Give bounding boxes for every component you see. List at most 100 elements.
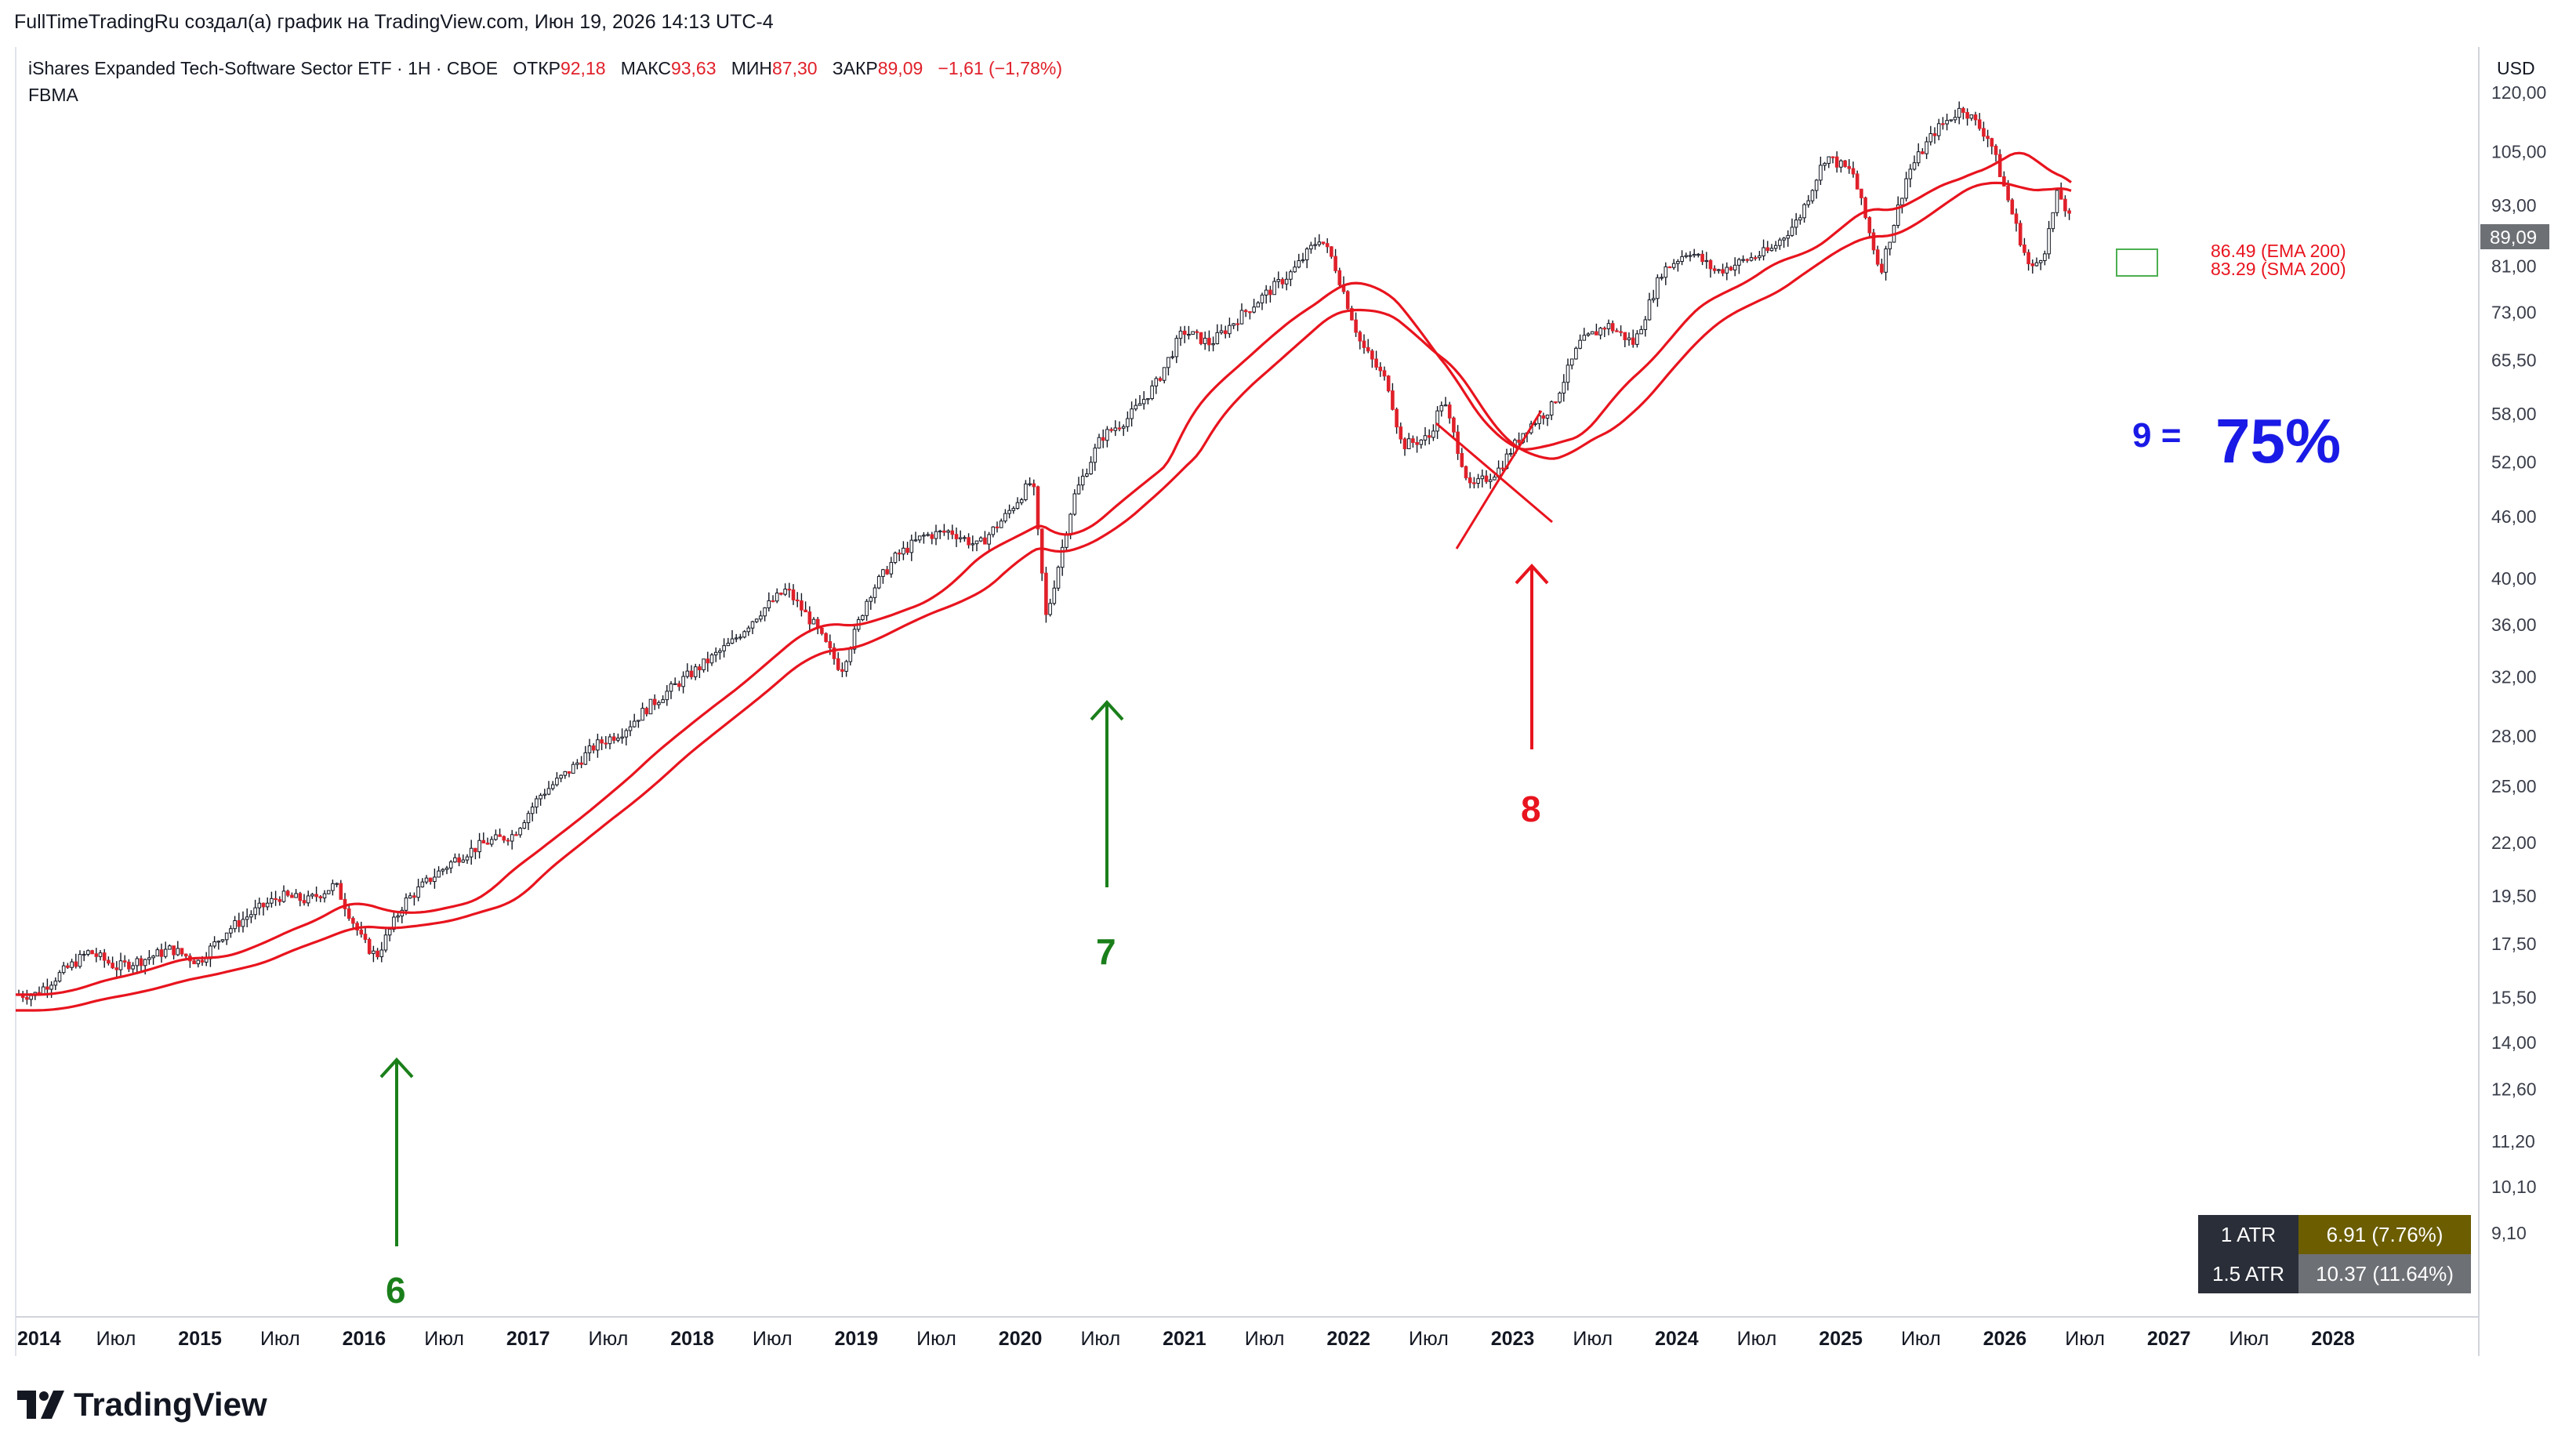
- indicator-name[interactable]: FBMA: [28, 85, 78, 105]
- last-price-tag-bg: [2480, 224, 2549, 249]
- candle-body: [1749, 257, 1754, 261]
- label-9: 9 =: [2132, 416, 2181, 455]
- candle-body: [1569, 358, 1574, 366]
- cross-line-up[interactable]: [1455, 410, 1543, 549]
- candle-body: [253, 907, 257, 916]
- candle-body: [335, 883, 339, 885]
- candle-body: [1435, 410, 1439, 432]
- candle-body: [535, 798, 539, 808]
- ema-200-line[interactable]: [16, 151, 2072, 996]
- candle-body: [1036, 486, 1040, 530]
- candle-body: [448, 861, 453, 869]
- candle-body: [632, 720, 637, 727]
- candle-body: [1721, 269, 1725, 274]
- candle-body: [1309, 245, 1313, 250]
- candle-body: [1814, 180, 1819, 191]
- price-tick-label: 28,00: [2491, 726, 2537, 746]
- candle-body: [1256, 302, 1261, 308]
- sma-200-line[interactable]: [16, 181, 2072, 1012]
- candle-body: [1680, 256, 1684, 263]
- candle-body: [2055, 190, 2059, 213]
- currency-label[interactable]: USD: [2497, 58, 2535, 78]
- candle-body: [779, 593, 783, 595]
- candle-body: [224, 932, 229, 941]
- candle-body: [1631, 337, 1635, 345]
- candle-body: [1790, 227, 1794, 236]
- candle-body: [702, 658, 706, 671]
- candle-body: [168, 945, 172, 950]
- candle-body: [1953, 117, 1957, 121]
- candle-body: [1044, 572, 1048, 615]
- candle-body: [457, 857, 461, 863]
- candle-body: [1925, 141, 1928, 154]
- cross-line-down[interactable]: [1435, 422, 1553, 524]
- candle-body: [559, 774, 563, 779]
- time-tick-label: 2016: [343, 1328, 386, 1350]
- candle-body: [579, 762, 583, 765]
- candle-body: [41, 986, 45, 995]
- candle-body: [1076, 484, 1081, 495]
- candle-body: [1402, 438, 1407, 450]
- arrow-6[interactable]: [379, 1057, 414, 1246]
- arrow-7[interactable]: [1090, 700, 1124, 887]
- candle-body: [1827, 156, 1831, 164]
- candle-body: [1330, 246, 1333, 257]
- candle-body: [1443, 404, 1448, 407]
- price-tick-label: 36,00: [2491, 615, 2537, 635]
- tradingview-logo[interactable]: TradingView: [17, 1386, 267, 1423]
- candle-body: [1880, 263, 1884, 273]
- arrow-8[interactable]: [1515, 564, 1549, 749]
- candle-body: [1223, 330, 1228, 335]
- time-axis[interactable]: 2014 Июл 2015 Июл 2016 Июл 2017 Июл 2018 Июл 2019 И…: [17, 1328, 2355, 1350]
- price-tick-label: 46,00: [2491, 506, 2537, 527]
- candle-body: [1297, 260, 1301, 268]
- candle-body: [408, 895, 412, 899]
- candle-body: [783, 589, 787, 595]
- high-value: 93,63: [670, 58, 717, 78]
- candle-body: [339, 883, 343, 900]
- candle-body: [1232, 323, 1235, 326]
- candle-body: [444, 867, 449, 870]
- candle-body: [461, 859, 466, 863]
- candle-body: [1753, 257, 1758, 259]
- candle-body: [722, 645, 726, 651]
- candle-body: [1032, 483, 1036, 488]
- candle-body: [1990, 138, 1994, 147]
- candle-body: [869, 597, 873, 602]
- candle-body: [1130, 408, 1134, 419]
- candle-body: [571, 763, 575, 774]
- price-axis[interactable]: 120,00 105,00 93,00 81,00 73,00 65,50 58,00 52,…: [2491, 82, 2546, 1243]
- candle-body: [1362, 340, 1366, 348]
- low-value: 87,30: [772, 58, 818, 78]
- candle-body: [285, 890, 290, 896]
- candle-body: [1782, 238, 1786, 241]
- atr-row-2: 1.5 ATR 10.37 (11.64%): [2198, 1254, 2471, 1293]
- candle-body: [1904, 178, 1908, 199]
- candle-body: [1623, 332, 1627, 340]
- candle-body: [661, 699, 665, 703]
- candle-body: [1610, 323, 1615, 332]
- candle-body: [689, 670, 694, 677]
- indicator-row: FBMA: [28, 82, 1062, 108]
- time-tick-label: 2024: [1655, 1328, 1699, 1350]
- candle-body: [1773, 245, 1778, 249]
- candle-body: [1268, 289, 1272, 296]
- candle-body: [1732, 264, 1737, 270]
- candle-body: [1101, 437, 1105, 441]
- candle-body: [1007, 510, 1011, 514]
- candle-body: [1769, 248, 1774, 252]
- symbol-name[interactable]: iShares Expanded Tech-Software Sector ET…: [28, 58, 499, 78]
- candle-body: [498, 834, 502, 837]
- candle-body: [746, 627, 751, 633]
- price-tick-label: 73,00: [2491, 302, 2537, 322]
- time-tick-label: Июл: [916, 1328, 956, 1350]
- candle-body: [526, 813, 531, 824]
- candle-body: [1554, 401, 1558, 404]
- candle-body: [807, 611, 812, 625]
- candle-body: [1011, 508, 1016, 511]
- last-price-tag: 89,09: [2490, 227, 2537, 248]
- candle-body: [1586, 333, 1591, 336]
- highlight-box[interactable]: [2116, 248, 2158, 277]
- candle-body: [1549, 401, 1554, 415]
